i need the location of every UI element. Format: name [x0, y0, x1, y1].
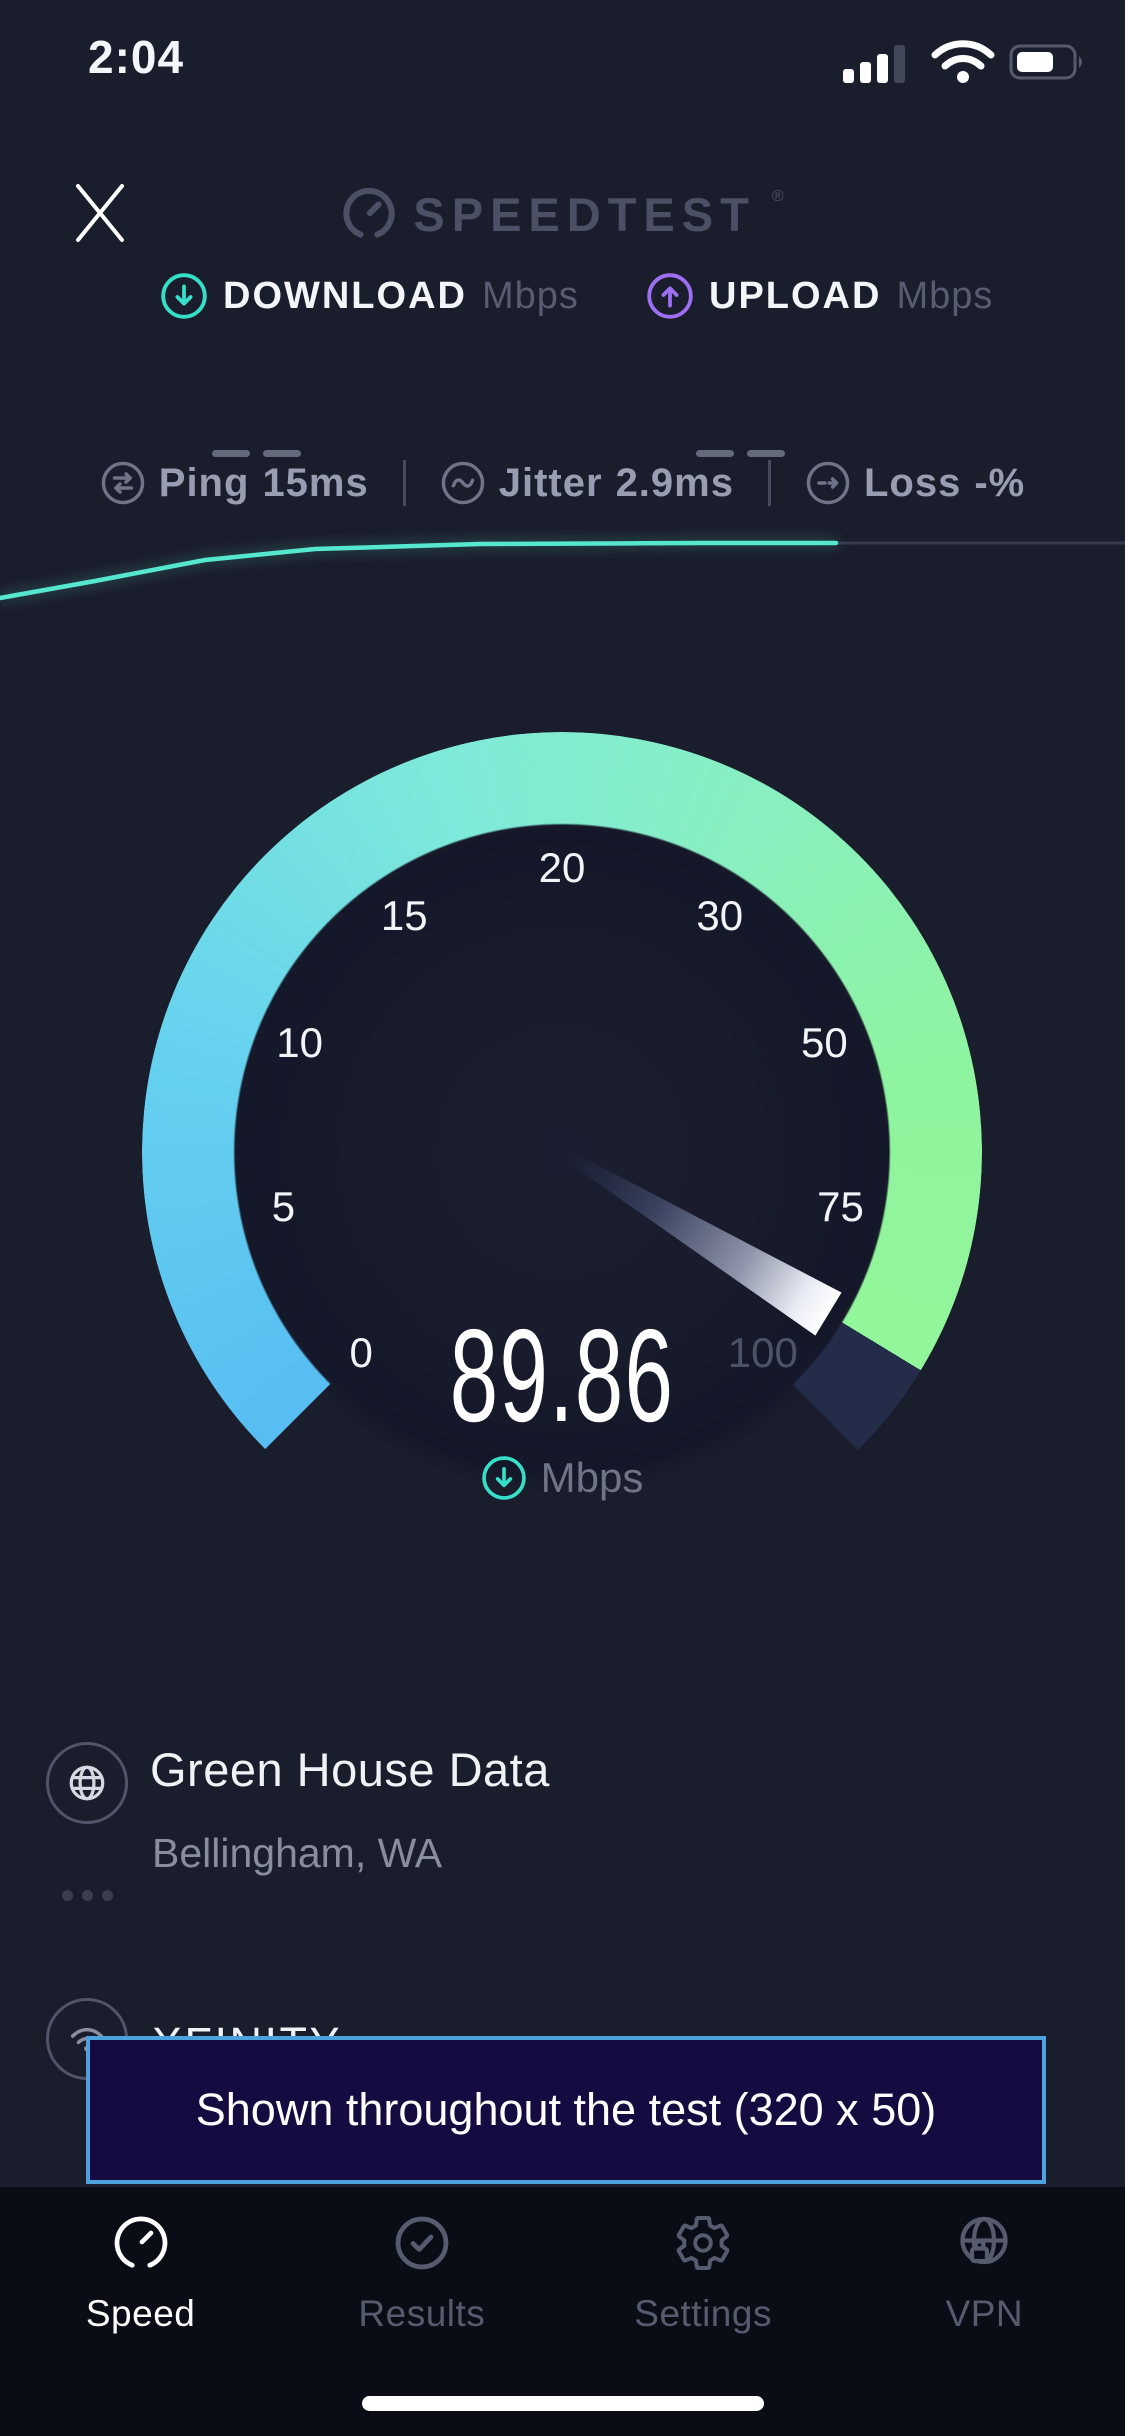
jitter-label: Jitter: [498, 460, 603, 505]
gauge-tick-label: 75: [817, 1183, 864, 1231]
status-time: 2:04: [88, 31, 185, 83]
ping-icon: [101, 461, 145, 505]
download-arrow-icon: [481, 1456, 526, 1500]
logo-trademark: ®: [771, 188, 784, 205]
close-icon: [76, 184, 124, 242]
tab-results-label: Results: [358, 2293, 486, 2334]
gauge-tick-label: 5: [271, 1183, 296, 1231]
globe-lock-icon: [960, 2216, 1009, 2265]
upload-metric: UPLOAD Mbps: [646, 272, 993, 320]
divider: [402, 460, 406, 506]
ping-value: 15ms: [262, 460, 369, 505]
ping-group: Ping 15ms: [100, 460, 369, 506]
gauge-tick-label: 20: [538, 844, 586, 891]
divider: [767, 460, 771, 506]
check-circle-icon: [395, 2216, 449, 2270]
server-location: Bellingham, WA: [152, 1830, 443, 1876]
jitter-icon: [441, 461, 485, 505]
battery-icon: [1009, 44, 1082, 80]
speedtest-gauge-icon: [343, 187, 396, 238]
current-speed-unit: Mbps: [142, 1454, 982, 1502]
ping-label: Ping: [158, 460, 250, 505]
tab-vpn-label: VPN: [945, 2293, 1024, 2334]
ad-banner-text: Shown throughout the test (320 x 50): [195, 2084, 937, 2135]
unit-label: Mbps: [540, 1454, 644, 1501]
tab-results[interactable]: Results: [281, 2187, 562, 2436]
download-metric: DOWNLOAD Mbps: [160, 272, 579, 320]
ad-banner[interactable]: Shown throughout the test (320 x 50): [86, 2036, 1046, 2184]
home-indicator[interactable]: [362, 2396, 764, 2411]
tab-vpn[interactable]: VPN: [844, 2187, 1125, 2436]
loss-icon: [806, 461, 850, 505]
status-icons: [841, 38, 1087, 86]
upload-label: UPLOAD: [709, 274, 882, 317]
download-unit: Mbps: [481, 274, 579, 317]
server-globe-button[interactable]: [46, 1742, 128, 1824]
jitter-value: 2.9ms: [615, 460, 734, 505]
server-name[interactable]: Green House Data: [150, 1743, 550, 1796]
gauge-tick-label: 30: [696, 891, 744, 939]
gauge-icon: [114, 2216, 167, 2268]
gear-icon: [676, 2216, 730, 2271]
upload-value-placeholder: [696, 450, 785, 457]
speed-progress-sparkline: [0, 540, 1125, 601]
logo-text: SPEEDTEST: [413, 187, 756, 241]
upload-unit: Mbps: [896, 274, 994, 317]
cellular-signal-icon: [843, 45, 905, 83]
gauge-tick-label: 15: [380, 891, 428, 939]
wifi-icon: [931, 40, 995, 83]
tab-settings-label: Settings: [634, 2293, 772, 2334]
loss-value: -%: [974, 460, 1026, 505]
close-button[interactable]: [72, 180, 128, 246]
speed-gauge: 0 5 10 15 20 30 50 75 100 89.86 Mbps: [142, 732, 982, 1572]
loss-label: Loss: [863, 460, 962, 505]
loss-group: Loss -%: [805, 460, 1025, 506]
gauge-tick-label: 10: [276, 1019, 323, 1067]
download-value-placeholder: [212, 450, 301, 457]
tab-speed-label: Speed: [85, 2293, 196, 2334]
gauge-tick-label: 50: [801, 1019, 848, 1067]
server-more-ellipsis: [62, 1890, 113, 1901]
upload-arrow-icon: [647, 273, 693, 319]
gauge-tick-label: 0: [349, 1328, 373, 1376]
globe-icon: [69, 1765, 105, 1801]
tab-settings[interactable]: Settings: [563, 2187, 844, 2436]
download-label: DOWNLOAD: [223, 274, 467, 317]
gauge-tick-label: 100: [727, 1328, 798, 1376]
latency-row: Ping 15ms Jitter 2.9ms Loss -%: [0, 460, 1125, 506]
tab-speed[interactable]: Speed: [0, 2187, 281, 2436]
speedtest-logo: SPEEDTEST ®: [0, 186, 1125, 242]
jitter-group: Jitter 2.9ms: [440, 460, 734, 506]
tab-bar: Speed Results Settings VPN: [0, 2187, 1125, 2436]
current-speed-value: 89.86: [449, 1302, 675, 1449]
download-arrow-icon: [161, 273, 207, 319]
